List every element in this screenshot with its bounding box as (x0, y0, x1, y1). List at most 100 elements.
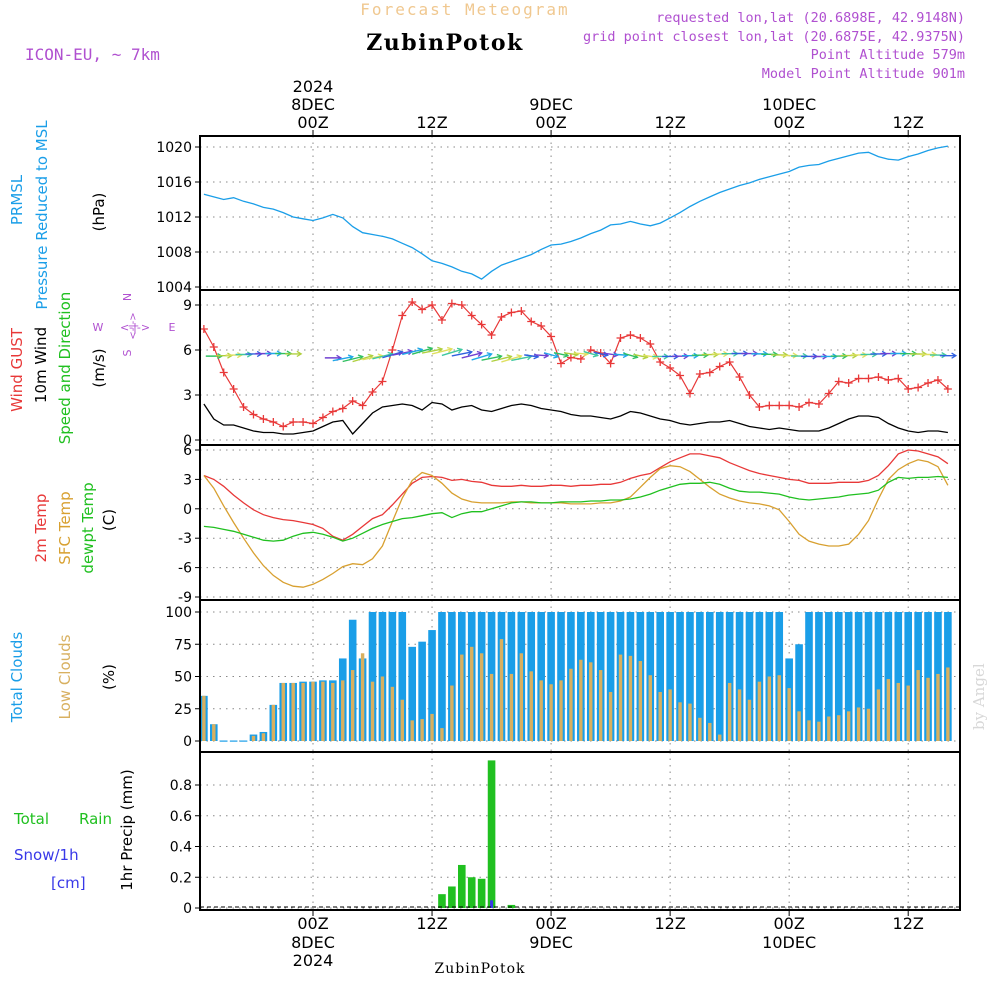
low-cloud-bar (301, 682, 305, 741)
app-title: Forecast Meteogram (360, 0, 569, 19)
wind-arrow-head (456, 347, 464, 354)
location-title: ZubinPotok (366, 30, 524, 56)
total-cloud-bar (219, 740, 228, 742)
gust-marker (626, 331, 635, 339)
low-cloud-bar (767, 676, 772, 741)
total-cloud-bar (557, 612, 565, 741)
requested-coords: requested lon,lat (20.6898E, 42.9148N) (656, 10, 965, 26)
low-cloud-bar (648, 675, 652, 741)
ylabel-total-clouds: Total Clouds (8, 632, 26, 724)
y-tick-label: -6 (178, 561, 192, 577)
wind-arrow (534, 354, 549, 357)
panel-frame (199, 444, 961, 601)
wind-arrow (431, 348, 453, 355)
gust-marker (507, 308, 516, 317)
y-tick-label: 25 (174, 702, 192, 718)
gust-marker (884, 376, 893, 384)
wind-arrow-head (486, 352, 493, 359)
ylabel-wind: 10m Wind (32, 327, 50, 403)
gust-marker (398, 311, 407, 320)
low-cloud-bar (866, 708, 871, 741)
wind-arrow (392, 350, 413, 356)
gust-marker (537, 322, 546, 330)
top-time-label: 12Z (416, 113, 447, 132)
rain-bar (438, 894, 446, 908)
gust-marker (606, 359, 615, 368)
total-cloud-bar (874, 612, 883, 741)
gust-marker (854, 374, 863, 383)
low-cloud-bar (321, 681, 325, 741)
gust-marker (834, 377, 843, 386)
total-cloud-bar (686, 612, 694, 741)
legend-total: Total (13, 810, 49, 828)
wind-arrow (421, 348, 443, 354)
wind-arrow (332, 356, 353, 362)
total-cloud-bar (735, 612, 744, 741)
top-date-label: 9DEC (529, 95, 573, 114)
point-altitude: Point Altitude 579m (811, 47, 965, 63)
gust-marker (666, 364, 675, 372)
gust-marker (309, 419, 317, 428)
top-time-label: 00Z (773, 113, 804, 132)
y-tick-label: 3 (183, 472, 192, 488)
low-cloud-bar (281, 682, 285, 741)
gust-marker (566, 353, 575, 362)
ylabel-direction: Speed and Direction (56, 292, 74, 445)
low-cloud-bar (846, 711, 851, 741)
total-cloud-bar (864, 612, 873, 741)
gust-marker (646, 340, 655, 348)
gust-marker (864, 374, 873, 383)
gust-marker (517, 307, 526, 315)
model-name: ICON-EU, ~ 7km (25, 45, 160, 64)
low-cloud-bar (678, 702, 682, 741)
gust-marker (547, 332, 556, 341)
total-cloud-bar (388, 612, 397, 741)
ylabel-2m-temp: 2m Temp (32, 494, 50, 563)
gust-marker (239, 403, 248, 411)
gust-marker (656, 358, 665, 366)
pressure-line (203, 145, 949, 280)
low-cloud-bar (410, 720, 414, 741)
gust-marker (636, 334, 645, 342)
gust-marker (289, 418, 298, 426)
low-cloud-bar (509, 673, 514, 741)
gust-marker (755, 403, 764, 411)
total-cloud-bar (834, 612, 843, 741)
y-tick-label: 1008 (156, 245, 192, 261)
total-cloud-bar (368, 612, 377, 741)
credit: by Angel (970, 663, 988, 730)
low-cloud-bar (311, 681, 315, 741)
wind-arrow-head (496, 353, 503, 361)
legend-rain: Rain (79, 810, 112, 828)
ylabel-low-clouds: Low Clouds (56, 634, 74, 719)
low-cloud-bar (708, 722, 712, 741)
total-cloud-bar (229, 740, 238, 742)
low-cloud-bar (559, 680, 563, 741)
panel-frame (199, 135, 961, 291)
y-tick-label: 0.4 (170, 840, 192, 856)
ylabel-pct: (%) (100, 664, 118, 690)
gust-marker (388, 346, 397, 354)
wind-arrow (402, 348, 423, 356)
low-cloud-bar (539, 680, 543, 741)
low-cloud-bar (946, 667, 950, 741)
low-cloud-bar (727, 682, 732, 741)
y-tick-label: 1020 (156, 140, 192, 156)
wind-arrow-head (506, 354, 513, 361)
low-cloud-bar (916, 670, 920, 741)
low-cloud-bar (896, 682, 900, 741)
wind-arrow-head (407, 348, 414, 356)
rain-bar (467, 877, 476, 908)
wind-arrow-head (543, 352, 550, 359)
gust-marker (844, 379, 853, 387)
wind-arrow-head (652, 353, 659, 360)
gust-marker (933, 376, 942, 384)
total-cloud-bar (656, 612, 664, 741)
gust-marker (368, 388, 377, 396)
wind-arrow (451, 351, 472, 357)
gust-marker (725, 358, 734, 366)
total-cloud-bar (606, 612, 615, 741)
total-cloud-bar (755, 612, 764, 741)
y-tick-label: 0 (183, 901, 192, 917)
low-cloud-bar (420, 719, 424, 741)
